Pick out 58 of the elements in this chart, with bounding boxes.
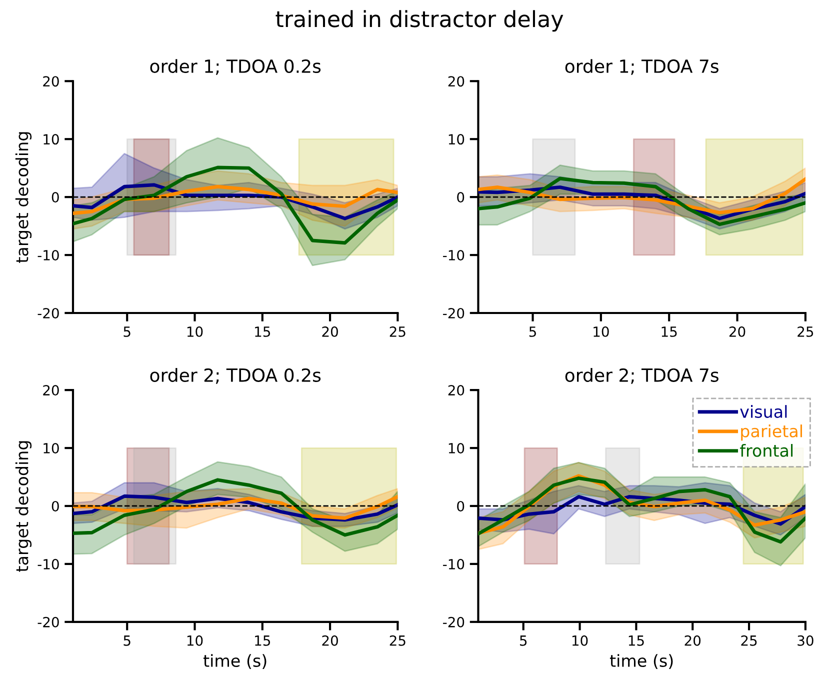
x-tick-label: 30 (798, 635, 814, 646)
y-tick-label: 20 (43, 76, 59, 87)
x-tick-label: 25 (390, 326, 406, 337)
x-tick-label: 20 (684, 635, 701, 646)
y-tick-label: 0 (52, 500, 59, 512)
y-tick-label: 10 (448, 442, 464, 454)
y-axis-title: target decoding (15, 132, 32, 263)
x-tick-label: 15 (628, 636, 644, 646)
line-series (478, 476, 806, 544)
legend-label: frontal (740, 444, 793, 457)
x-tick-label: 25 (798, 326, 814, 337)
x-tick-label: 15 (255, 326, 270, 337)
y-tick-label: -20 (38, 616, 59, 628)
chart-title: order 2; TDOA 0.2s (150, 368, 321, 384)
y-axis-title: target decoding (15, 441, 32, 572)
y-tick-label: -10 (443, 558, 464, 570)
y-tick-label: -20 (443, 308, 464, 318)
y-tick-label: 0 (457, 500, 464, 512)
chart-title: order 1; TDOA 7s (565, 59, 718, 75)
y-tick-label: -20 (443, 616, 464, 628)
x-tick-label: 10 (572, 635, 588, 646)
chart-title: order 1; TDOA 0.2s (150, 59, 321, 75)
y-tick-label: 10 (448, 134, 464, 145)
y-tick-label: 20 (43, 385, 59, 396)
y-tick-label: -10 (38, 558, 59, 570)
y-tick-label: -20 (38, 308, 59, 318)
chart-title: order 2; TDOA 7s (565, 368, 718, 384)
x-tick-label: 10 (187, 326, 203, 337)
line-series (72, 478, 398, 537)
x-tick-label: 5 (124, 636, 130, 646)
x-tick-label: 15 (255, 636, 270, 646)
text: trained in distractor delay (276, 10, 564, 32)
y-tick-label: -10 (443, 250, 464, 260)
x-tick-label: 15 (662, 326, 677, 337)
line-series (72, 183, 398, 220)
x-tick-label: 25 (741, 635, 757, 646)
line-series (72, 166, 398, 245)
x-tick-label: 20 (322, 635, 338, 646)
y-tick-label: 10 (44, 134, 59, 145)
line-series (478, 177, 806, 214)
x-tick-label: 20 (322, 326, 338, 337)
y-tick-label: 10 (44, 442, 59, 454)
x-axis-title: time (s) (610, 654, 673, 669)
y-tick-label: 20 (448, 385, 464, 396)
y-tick-label: 20 (448, 76, 464, 87)
y-tick-label: -10 (38, 250, 59, 260)
x-tick-label: 5 (520, 636, 527, 646)
x-tick-label: 20 (729, 326, 746, 337)
x-tick-label: 25 (390, 635, 406, 646)
x-axis-title: time (s) (203, 654, 266, 669)
x-tick-label: 5 (529, 326, 536, 337)
x-tick-label: 5 (124, 326, 130, 337)
y-tick-label: 0 (457, 192, 464, 203)
legend-label: parietal (741, 424, 802, 441)
legend-label: visual (740, 405, 787, 418)
y-tick-label: 0 (52, 192, 59, 203)
x-tick-label: 10 (594, 326, 609, 337)
x-tick-label: 10 (187, 635, 203, 646)
